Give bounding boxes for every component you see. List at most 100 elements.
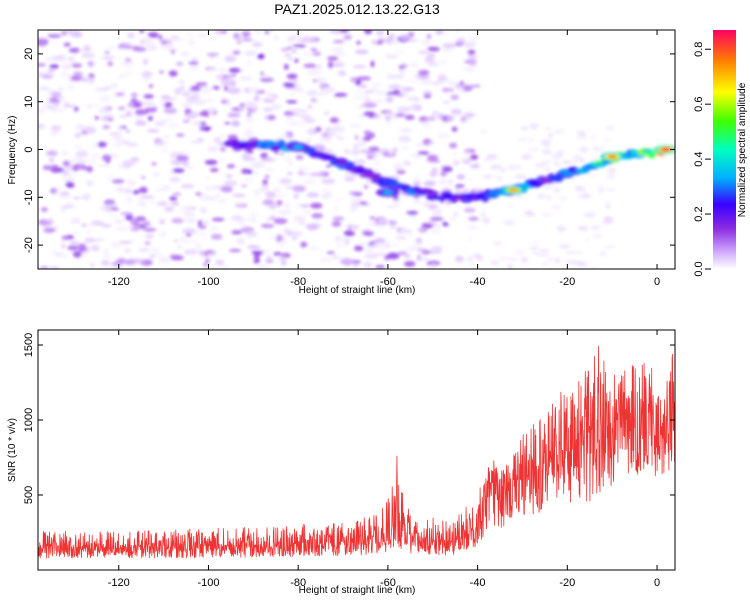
heatmap-blob xyxy=(309,132,315,136)
heatmap-blob xyxy=(155,121,166,127)
y-tick-label: 1500 xyxy=(23,333,35,357)
heatmap-blob xyxy=(427,62,439,67)
colorbar-axis: 0.0 0.2 0.4 0.6 0.8 xyxy=(693,42,711,277)
heatmap-blob xyxy=(455,255,464,263)
heatmap-blob xyxy=(577,225,588,231)
heatmap-blob xyxy=(126,41,133,46)
heatmap-blob xyxy=(188,40,195,45)
heatmap-blob xyxy=(541,161,547,166)
heatmap-blob xyxy=(293,120,303,124)
heatmap-blob xyxy=(228,249,242,252)
heatmap-blob xyxy=(50,91,62,98)
heatmap-blob xyxy=(431,207,444,212)
heatmap-blob xyxy=(569,161,578,165)
heatmap-blob xyxy=(417,69,430,76)
heatmap-blob xyxy=(122,160,135,167)
heatmap-blob xyxy=(427,115,436,122)
heatmap-blob xyxy=(266,167,274,172)
heatmap-blob xyxy=(138,248,150,252)
heatmap-blob xyxy=(90,262,95,268)
heatmap-blob xyxy=(122,88,127,92)
heatmap-blob xyxy=(69,240,79,246)
x-tick-label: -40 xyxy=(470,577,486,589)
heatmap-blob xyxy=(417,248,429,252)
heatmap-blob xyxy=(251,211,257,219)
heatmap-blob xyxy=(393,147,398,153)
heatmap-blob xyxy=(159,257,170,261)
heatmap-blob xyxy=(467,178,474,182)
heatmap-blob xyxy=(423,94,432,99)
heatmap-blob xyxy=(456,37,466,41)
heatmap-blob xyxy=(72,71,83,78)
heatmap-blob xyxy=(583,212,596,218)
heatmap-blob xyxy=(46,150,58,157)
heatmap-blob xyxy=(385,116,391,121)
heatmap-blob xyxy=(305,223,319,231)
heatmap-blob xyxy=(350,207,356,214)
heatmap-blob xyxy=(373,168,380,173)
heatmap-blob xyxy=(406,79,420,83)
heatmap-blob xyxy=(606,173,616,179)
heatmap-blob xyxy=(156,233,168,237)
heatmap-blob xyxy=(577,132,587,137)
heatmap-blob xyxy=(86,230,93,235)
heatmap-blob xyxy=(251,250,263,254)
heatmap-blob xyxy=(86,180,94,187)
heatmap-blob xyxy=(574,185,582,192)
heatmap-blob xyxy=(533,240,540,244)
heatmap-blob xyxy=(462,67,476,72)
heatmap-blob xyxy=(287,35,296,42)
heatmap-blob xyxy=(87,77,95,84)
heatmap-blob xyxy=(292,185,306,193)
heatmap-blob xyxy=(408,95,416,102)
heatmap-blob xyxy=(424,56,435,64)
heatmap-blob xyxy=(220,146,227,153)
snr-x-axis: -120 -100 -80 -60 -40 -20 0 xyxy=(108,330,660,589)
heatmap-blob xyxy=(180,51,190,56)
heatmap-blob xyxy=(67,245,80,251)
heatmap-blob xyxy=(226,164,235,169)
heatmap-blob xyxy=(319,83,330,88)
heatmap-blob xyxy=(288,161,294,167)
colorbar-tick-label: 0.4 xyxy=(693,151,705,166)
heatmap-blob xyxy=(203,98,214,103)
heatmap-blob xyxy=(253,258,260,264)
heatmap-blob xyxy=(417,151,430,155)
heatmap-blob xyxy=(248,169,253,175)
heatmap-blob xyxy=(338,136,344,141)
heatmap-blob xyxy=(406,211,419,215)
colorbar-tick-label: 0.8 xyxy=(693,42,705,57)
heatmap-blob xyxy=(60,149,68,156)
heatmap-blob xyxy=(388,84,402,89)
heatmap-blob xyxy=(430,246,443,249)
heatmap-blob xyxy=(195,192,202,196)
heatmap-blob xyxy=(247,112,252,118)
heatmap-blob xyxy=(500,168,507,173)
heatmap-blob xyxy=(186,33,195,37)
heatmap-blob xyxy=(125,111,132,117)
heatmap-blob xyxy=(161,185,171,190)
heatmap-blob xyxy=(111,153,118,158)
heatmap-blob xyxy=(354,134,360,141)
heatmap-blob xyxy=(92,237,105,242)
heatmap-blob xyxy=(80,252,88,257)
heatmap-blob xyxy=(164,97,177,101)
heatmap-blob xyxy=(127,32,135,39)
heatmap-blob xyxy=(529,123,539,130)
heatmap-blob xyxy=(301,204,310,208)
heatmap-blob xyxy=(421,222,434,229)
heatmap-blob xyxy=(334,134,341,139)
heatmap-blob xyxy=(490,260,499,266)
heatmap-blob xyxy=(264,30,270,34)
heatmap-blob xyxy=(326,164,332,168)
heatmap-blob xyxy=(542,166,551,172)
heatmap-blob xyxy=(280,210,287,217)
heatmap-blob xyxy=(163,101,173,108)
heatmap-blob xyxy=(414,75,421,78)
heatmap-blob xyxy=(169,201,176,205)
heatmap-blob xyxy=(384,254,392,260)
heatmap-blob xyxy=(176,245,183,249)
heatmap-blob xyxy=(253,252,260,260)
heatmap-blob xyxy=(280,133,289,138)
colorbar: 0.0 0.2 0.4 0.6 0.8 Normalized spectral ampl… xyxy=(693,30,748,277)
